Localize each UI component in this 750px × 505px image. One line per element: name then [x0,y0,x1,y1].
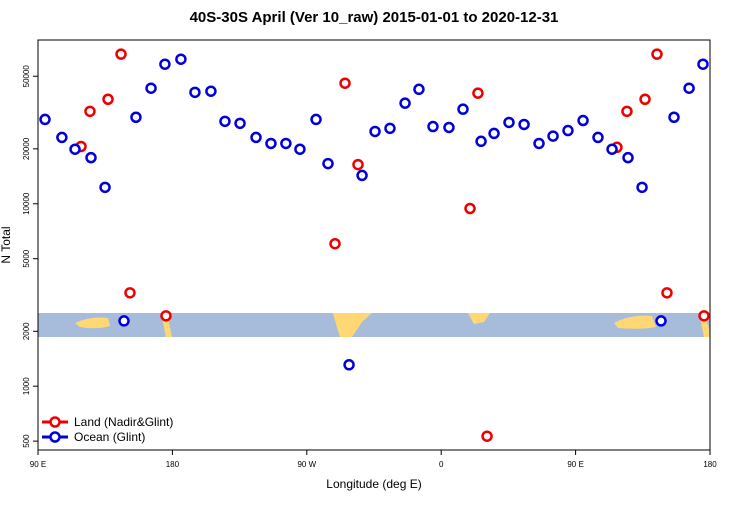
y-axis-label: N Total [0,226,13,263]
point [280,137,292,150]
x-tick-label: 0 [439,460,444,469]
point [651,48,663,60]
point [234,117,246,130]
point [159,58,171,70]
y-tick-label: 5000 [22,249,31,267]
y-tick-label: 2000 [22,322,31,340]
point [250,131,262,144]
point [118,315,130,327]
y-tick-label: 10000 [22,192,31,215]
point [175,53,187,65]
y-tick-label: 1000 [22,377,31,395]
point [443,121,455,134]
point [115,48,127,60]
point [668,111,680,123]
point [562,124,574,137]
point [399,97,411,109]
point [69,143,81,155]
point [265,137,277,150]
x-tick-label: 90 E [30,460,46,469]
legend: Land (Nadir&Glint) Ocean (Glint) [42,415,173,444]
point [310,113,322,126]
point [639,93,651,105]
point [205,85,217,97]
point [343,359,355,371]
chart-title: 40S-30S April (Ver 10_raw) 2015-01-01 to… [190,9,559,26]
point [356,169,368,182]
point [481,430,493,442]
point [102,93,114,105]
point [294,143,306,155]
point [352,158,364,171]
point [592,131,604,144]
point [697,58,709,70]
point [145,82,157,94]
point [56,131,68,144]
point [683,82,695,94]
map-strip [38,313,710,337]
point [488,127,500,140]
point [622,151,634,164]
point [533,137,545,150]
point [130,111,142,123]
point [189,86,201,99]
point [503,116,515,129]
point [369,125,381,138]
point [472,87,484,99]
point [322,157,334,170]
legend-label: Land (Nadir&Glint) [74,415,173,429]
point [547,130,559,142]
point [99,181,111,194]
x-tick-label: 180 [166,460,180,469]
point [413,83,425,96]
point [621,105,633,118]
legend-marker [49,431,61,443]
point [339,77,351,89]
legend-marker [49,416,61,428]
y-tick-label: 500 [22,434,31,448]
y-tick-label: 20000 [22,137,31,160]
point [518,118,530,131]
plot-frame [37,39,711,451]
point [636,181,648,194]
point [85,151,97,164]
point [160,310,172,322]
x-tick-label: 180 [703,460,717,469]
point [427,120,439,133]
point [577,114,589,127]
point [655,315,667,327]
point [219,115,231,128]
y-tick-label: 50000 [22,65,31,88]
point [457,103,469,115]
point [84,105,96,118]
point [39,113,51,126]
point [661,287,673,299]
x-tick-label: 90 W [297,460,316,469]
point [698,310,710,322]
legend-label: Ocean (Glint) [74,430,145,444]
point [475,135,487,148]
point [464,202,476,215]
point [124,287,136,299]
point [384,122,396,135]
x-axis-label: Longitude (deg E) [326,477,421,491]
point [606,143,618,155]
point [329,237,341,250]
x-tick-label: 90 E [567,460,583,469]
